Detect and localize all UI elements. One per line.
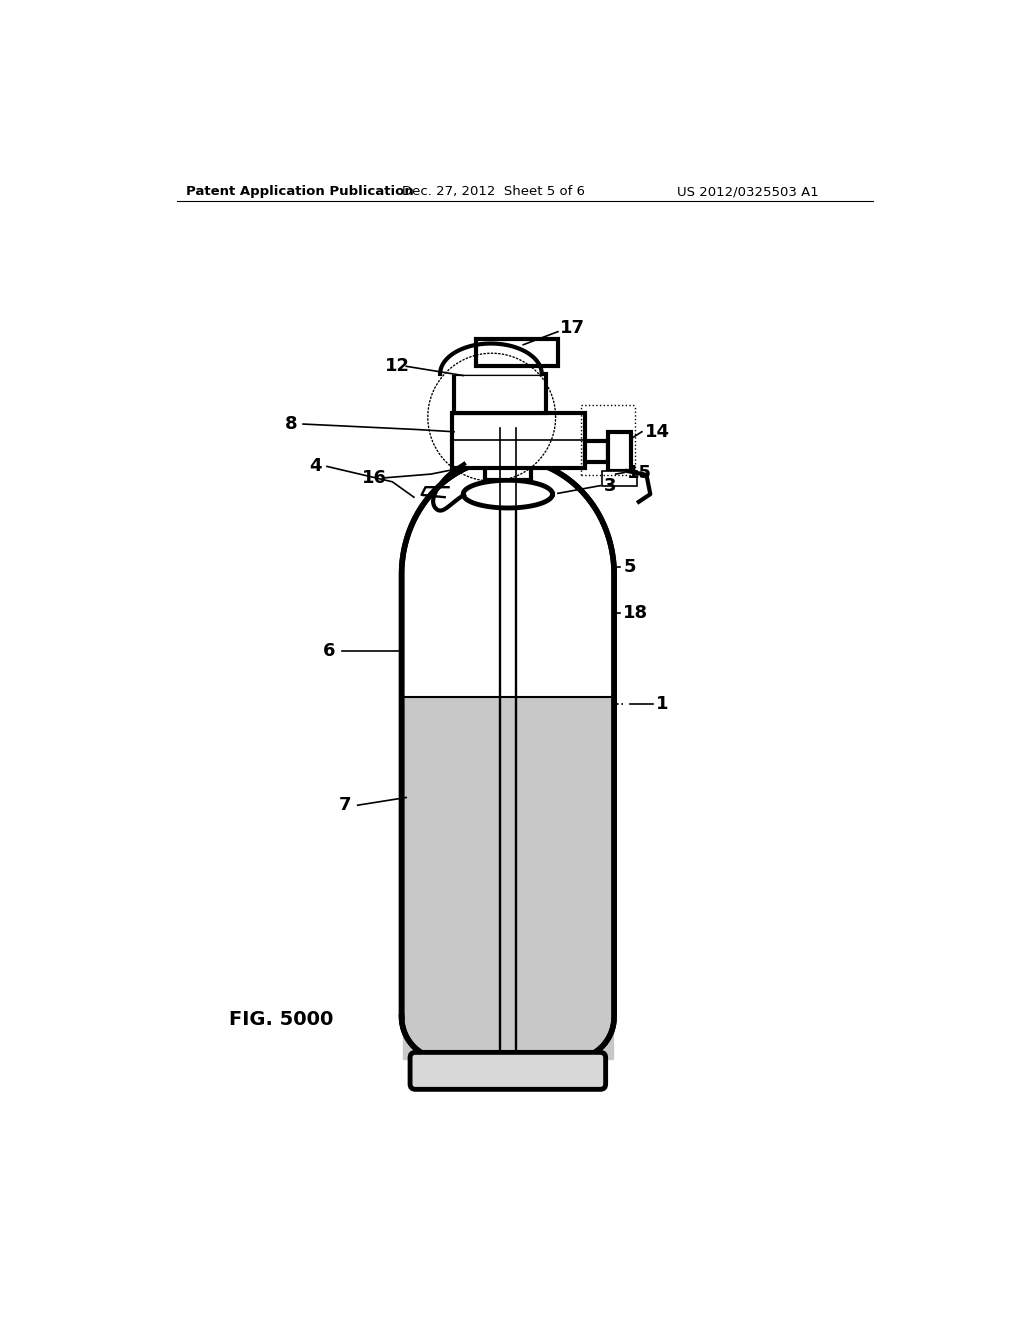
Polygon shape	[403, 1016, 612, 1059]
Text: 16: 16	[361, 469, 387, 487]
FancyBboxPatch shape	[410, 1052, 605, 1089]
Bar	[608, 432, 631, 471]
Text: 18: 18	[624, 603, 648, 622]
Bar	[484, 428, 531, 480]
Polygon shape	[403, 697, 612, 1016]
Bar	[602, 471, 637, 487]
Text: Patent Application Publication: Patent Application Publication	[186, 185, 414, 198]
Text: 17: 17	[559, 319, 585, 337]
Text: 14: 14	[645, 422, 670, 441]
Polygon shape	[440, 343, 542, 374]
Bar	[475, 339, 558, 367]
Text: 5: 5	[624, 557, 636, 576]
Text: 1: 1	[655, 694, 669, 713]
Text: FIG. 5000: FIG. 5000	[229, 1010, 334, 1028]
Text: US 2012/0325503 A1: US 2012/0325503 A1	[677, 185, 819, 198]
Text: Dec. 27, 2012  Sheet 5 of 6: Dec. 27, 2012 Sheet 5 of 6	[401, 185, 585, 198]
Bar	[585, 441, 608, 462]
Text: 6: 6	[323, 643, 336, 660]
Text: 3: 3	[604, 477, 616, 495]
Text: 8: 8	[285, 414, 297, 433]
Polygon shape	[463, 480, 553, 508]
Bar	[454, 374, 547, 412]
Polygon shape	[401, 459, 614, 1059]
Text: 7: 7	[339, 796, 351, 814]
Text: 15: 15	[628, 463, 652, 482]
Bar	[453, 413, 585, 469]
Text: 12: 12	[385, 358, 410, 375]
Text: 4: 4	[309, 458, 322, 475]
